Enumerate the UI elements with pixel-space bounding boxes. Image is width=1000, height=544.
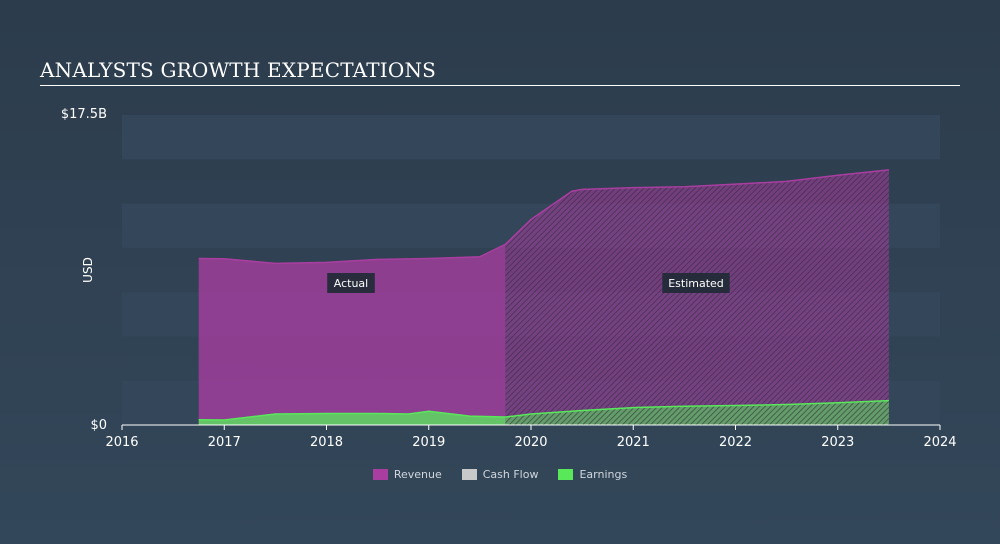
chart-legend: Revenue Cash Flow Earnings <box>0 468 1000 481</box>
actual-tag-bg <box>327 273 375 293</box>
earnings-hatch-estimated <box>505 400 889 425</box>
cash-flow-swatch <box>461 469 477 480</box>
x-tick-label: 2020 <box>514 435 547 450</box>
revenue-line <box>198 169 889 265</box>
legend-label-revenue: Revenue <box>393 468 442 481</box>
x-tick-label: 2016 <box>105 435 138 450</box>
title-divider <box>40 85 960 86</box>
legend-item-cash-flow[interactable]: Cash Flow <box>461 468 539 481</box>
earnings-line <box>198 399 889 421</box>
earnings-swatch <box>558 469 574 480</box>
revenue-swatch <box>372 469 388 480</box>
x-tick-label: 2019 <box>412 435 445 450</box>
x-tick-label: 2018 <box>310 435 343 450</box>
y-tick-label: $17.5B <box>61 107 107 122</box>
chart-title: ANALYSTS GROWTH EXPECTATIONS <box>40 58 437 82</box>
estimated-tag-bg <box>662 273 730 293</box>
legend-label-earnings: Earnings <box>579 468 628 481</box>
x-tick-label: 2023 <box>821 435 854 450</box>
legend-label-cash-flow: Cash Flow <box>482 468 539 481</box>
x-tick-label: 2022 <box>719 435 752 450</box>
legend-item-revenue[interactable]: Revenue <box>372 468 442 481</box>
actual-tag: Actual <box>334 277 368 290</box>
x-tick-label: 2024 <box>923 435 956 450</box>
growth-chart: 2016 2017 2018 2019 2020 2021 2022 2023 2024 $0 $1… <box>61 107 956 450</box>
y-axis-title: USD <box>81 257 95 283</box>
estimated-tag: Estimated <box>668 277 724 290</box>
grid-band <box>122 115 940 160</box>
y-tick-label: $0 <box>90 418 107 433</box>
revenue-hatch-estimated <box>505 169 889 425</box>
revenue-area-actual <box>198 244 506 425</box>
x-tick-label: 2017 <box>208 435 241 450</box>
x-tick-label: 2021 <box>617 435 650 450</box>
legend-item-earnings[interactable]: Earnings <box>558 468 627 481</box>
